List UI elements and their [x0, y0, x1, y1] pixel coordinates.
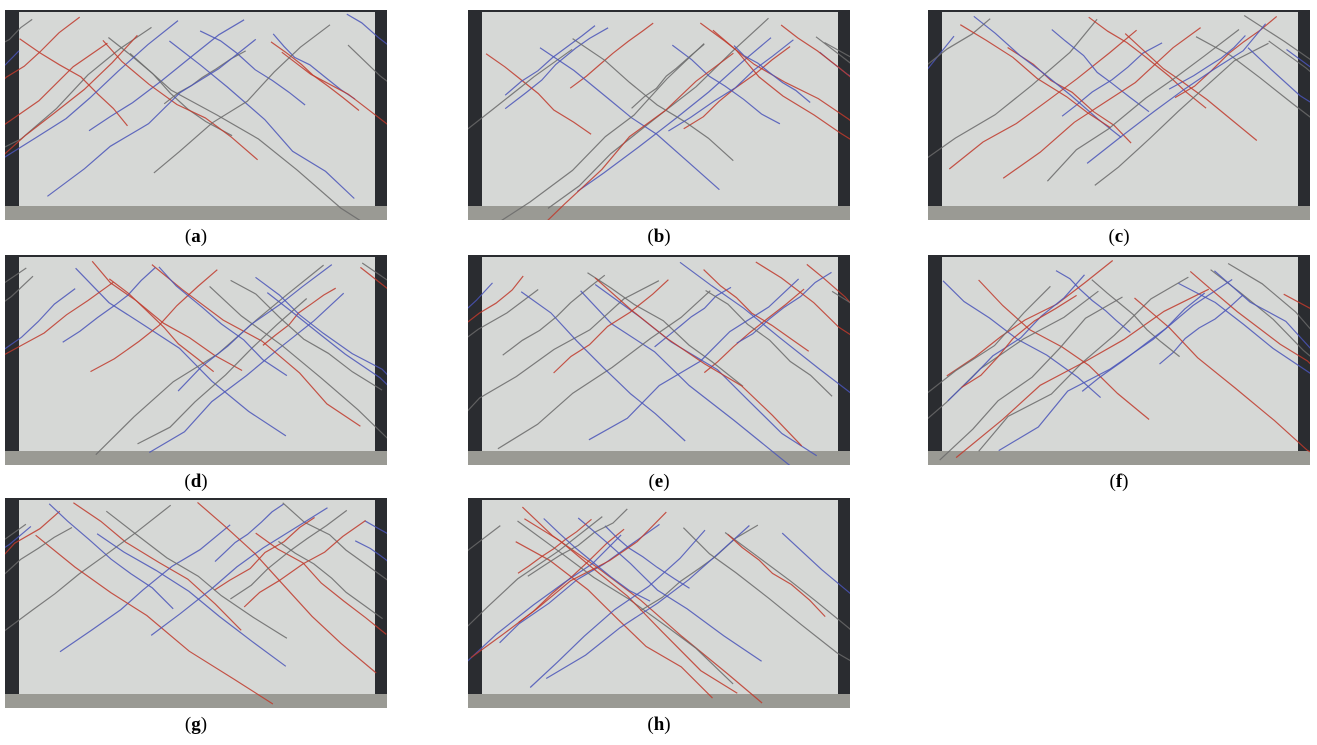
- caption-letter: a: [191, 226, 201, 247]
- caption-letter: h: [654, 714, 665, 735]
- caption: (g): [5, 714, 387, 736]
- base: [928, 451, 1310, 465]
- specimen-photo: [5, 498, 387, 708]
- base: [468, 694, 850, 708]
- caption-paren: ): [1122, 471, 1128, 492]
- caption-letter: c: [1115, 226, 1123, 247]
- wall: [482, 12, 838, 210]
- base: [468, 451, 850, 465]
- caption-letter: g: [191, 714, 201, 735]
- base: [928, 206, 1310, 220]
- panel: (c): [928, 10, 1310, 220]
- caption-paren: ): [664, 226, 670, 247]
- specimen-photo: [5, 10, 387, 220]
- specimen-photo: [468, 10, 850, 220]
- caption: (h): [468, 714, 850, 736]
- caption: (f): [928, 471, 1310, 493]
- base: [468, 206, 850, 220]
- caption-paren: ): [201, 714, 207, 735]
- caption-paren: ): [201, 226, 207, 247]
- specimen-photo: [5, 255, 387, 465]
- panel: (g): [5, 498, 387, 708]
- panel: (b): [468, 10, 850, 220]
- caption: (b): [468, 226, 850, 248]
- caption-paren: ): [663, 471, 669, 492]
- panel: (h): [468, 498, 850, 708]
- specimen-photo: [928, 255, 1310, 465]
- caption: (e): [468, 471, 850, 493]
- specimen-photo: [468, 498, 850, 708]
- caption: (d): [5, 471, 387, 493]
- caption: (c): [928, 226, 1310, 248]
- panel: (e): [468, 255, 850, 465]
- caption: (a): [5, 226, 387, 248]
- panel: (a): [5, 10, 387, 220]
- base: [5, 451, 387, 465]
- panel: (d): [5, 255, 387, 465]
- caption-letter: b: [654, 226, 665, 247]
- panel: (f): [928, 255, 1310, 465]
- caption-paren: ): [1123, 226, 1129, 247]
- caption-paren: ): [201, 471, 207, 492]
- specimen-photo: [928, 10, 1310, 220]
- figure: (a) (b) (c) (d) (e) (f) (g) (h): [0, 0, 1317, 745]
- specimen-photo: [468, 255, 850, 465]
- base: [5, 206, 387, 220]
- caption-paren: ): [664, 714, 670, 735]
- wall: [19, 12, 375, 210]
- wall: [19, 500, 375, 698]
- caption-letter: e: [655, 471, 663, 492]
- base: [5, 694, 387, 708]
- caption-letter: d: [191, 471, 202, 492]
